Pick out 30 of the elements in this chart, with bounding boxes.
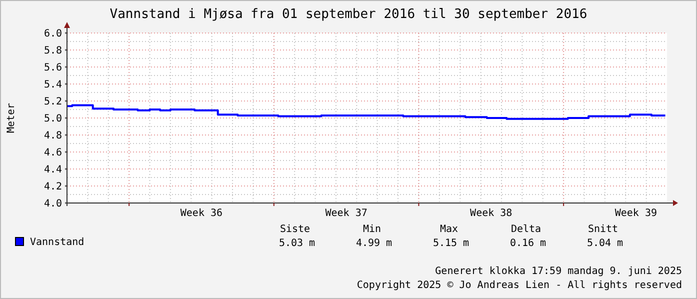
- text: 5.04 m: [586, 238, 624, 249]
- text: 0.16 m: [510, 238, 546, 249]
- y-tick-label: 5.0: [44, 114, 62, 124]
- y-tick-label: 4.0: [44, 198, 62, 210]
- x-tick-label: Week 36: [180, 208, 223, 219]
- y-tick-label: 6.0: [44, 28, 62, 40]
- text: 5.03 m: [278, 238, 316, 249]
- text: Delta: [510, 224, 542, 235]
- x-tick-label: Week 37: [325, 208, 368, 219]
- x-tick-label: Week 39: [614, 208, 658, 219]
- y-tick-label: 5.6: [44, 62, 62, 74]
- text: Min: [362, 224, 382, 235]
- y-tick-label: 5.8: [44, 46, 62, 56]
- text: Snitt: [588, 224, 618, 235]
- y-tick-label: 4.4: [44, 164, 62, 176]
- x-tick-label: Week 38: [470, 208, 512, 219]
- y-tick-label: 4.6: [44, 148, 62, 158]
- y-tick-label: 5.4: [44, 80, 62, 90]
- chart-title: Vannstand i Mjøsa fra 01 september 2016 til 30 september 2016: [110, 7, 588, 22]
- y-axis-title: Meter: [6, 102, 17, 134]
- y-tick-label: 5.2: [44, 96, 62, 108]
- text: Generert klokka 17:59 mandag 9. juni 2025: [435, 266, 682, 277]
- text: Max: [440, 224, 458, 235]
- text: Siste: [280, 224, 310, 235]
- y-tick-label: 4.2: [44, 182, 62, 192]
- text: Copyright 2025 © Jo Andreas Lien - All rights reserved: [356, 280, 682, 291]
- legend-label: Vannstand: [30, 237, 84, 248]
- text: 4.99 m: [356, 238, 392, 249]
- y-tick-label: 4.8: [44, 130, 62, 142]
- text: 5.15 m: [432, 238, 470, 249]
